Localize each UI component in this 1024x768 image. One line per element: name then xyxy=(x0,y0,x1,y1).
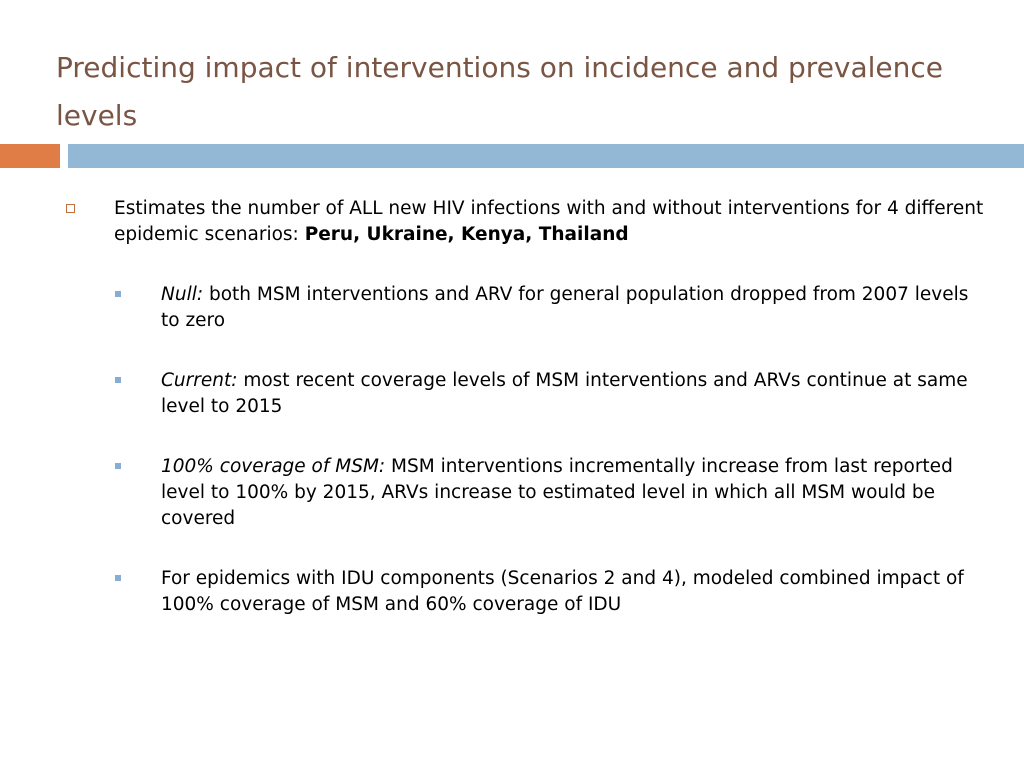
square-bullet-icon xyxy=(115,575,121,581)
sub-bullet-current: Current: most recent coverage levels of … xyxy=(161,368,981,420)
title-accent-bar-blue xyxy=(68,144,1024,168)
square-bullet-icon xyxy=(115,463,121,469)
main-bullet-text: Estimates the number of ALL new HIV infe… xyxy=(114,196,994,248)
title-accent-bar-orange xyxy=(0,144,60,168)
sub-bullet-label: Current: xyxy=(161,370,238,391)
sub-bullet-text: both MSM interventions and ARV for gener… xyxy=(161,284,969,331)
main-bullet-body: Estimates the number of ALL new HIV infe… xyxy=(114,198,984,245)
slide-title: Predicting impact of interventions on in… xyxy=(56,51,944,132)
hollow-square-bullet-icon xyxy=(66,204,75,213)
sub-bullet-text: MSM interventions incrementally increase… xyxy=(161,456,953,529)
sub-bullet-null: Null: both MSM interventions and ARV for… xyxy=(161,282,981,334)
sub-bullet-full-coverage: 100% coverage of MSM: MSM interventions … xyxy=(161,454,981,532)
square-bullet-icon xyxy=(115,291,121,297)
sub-bullet-text: most recent coverage levels of MSM inter… xyxy=(161,370,968,417)
main-bullet-countries: Peru, Ukraine, Kenya, Thailand xyxy=(304,224,629,245)
sub-bullet-label: 100% coverage of MSM: xyxy=(161,456,386,477)
sub-bullet-text: For epidemics with IDU components (Scena… xyxy=(161,568,964,615)
square-bullet-icon xyxy=(115,377,121,383)
sub-bullet-label: Null: xyxy=(161,284,204,305)
sub-bullet-idu: For epidemics with IDU components (Scena… xyxy=(161,566,981,618)
